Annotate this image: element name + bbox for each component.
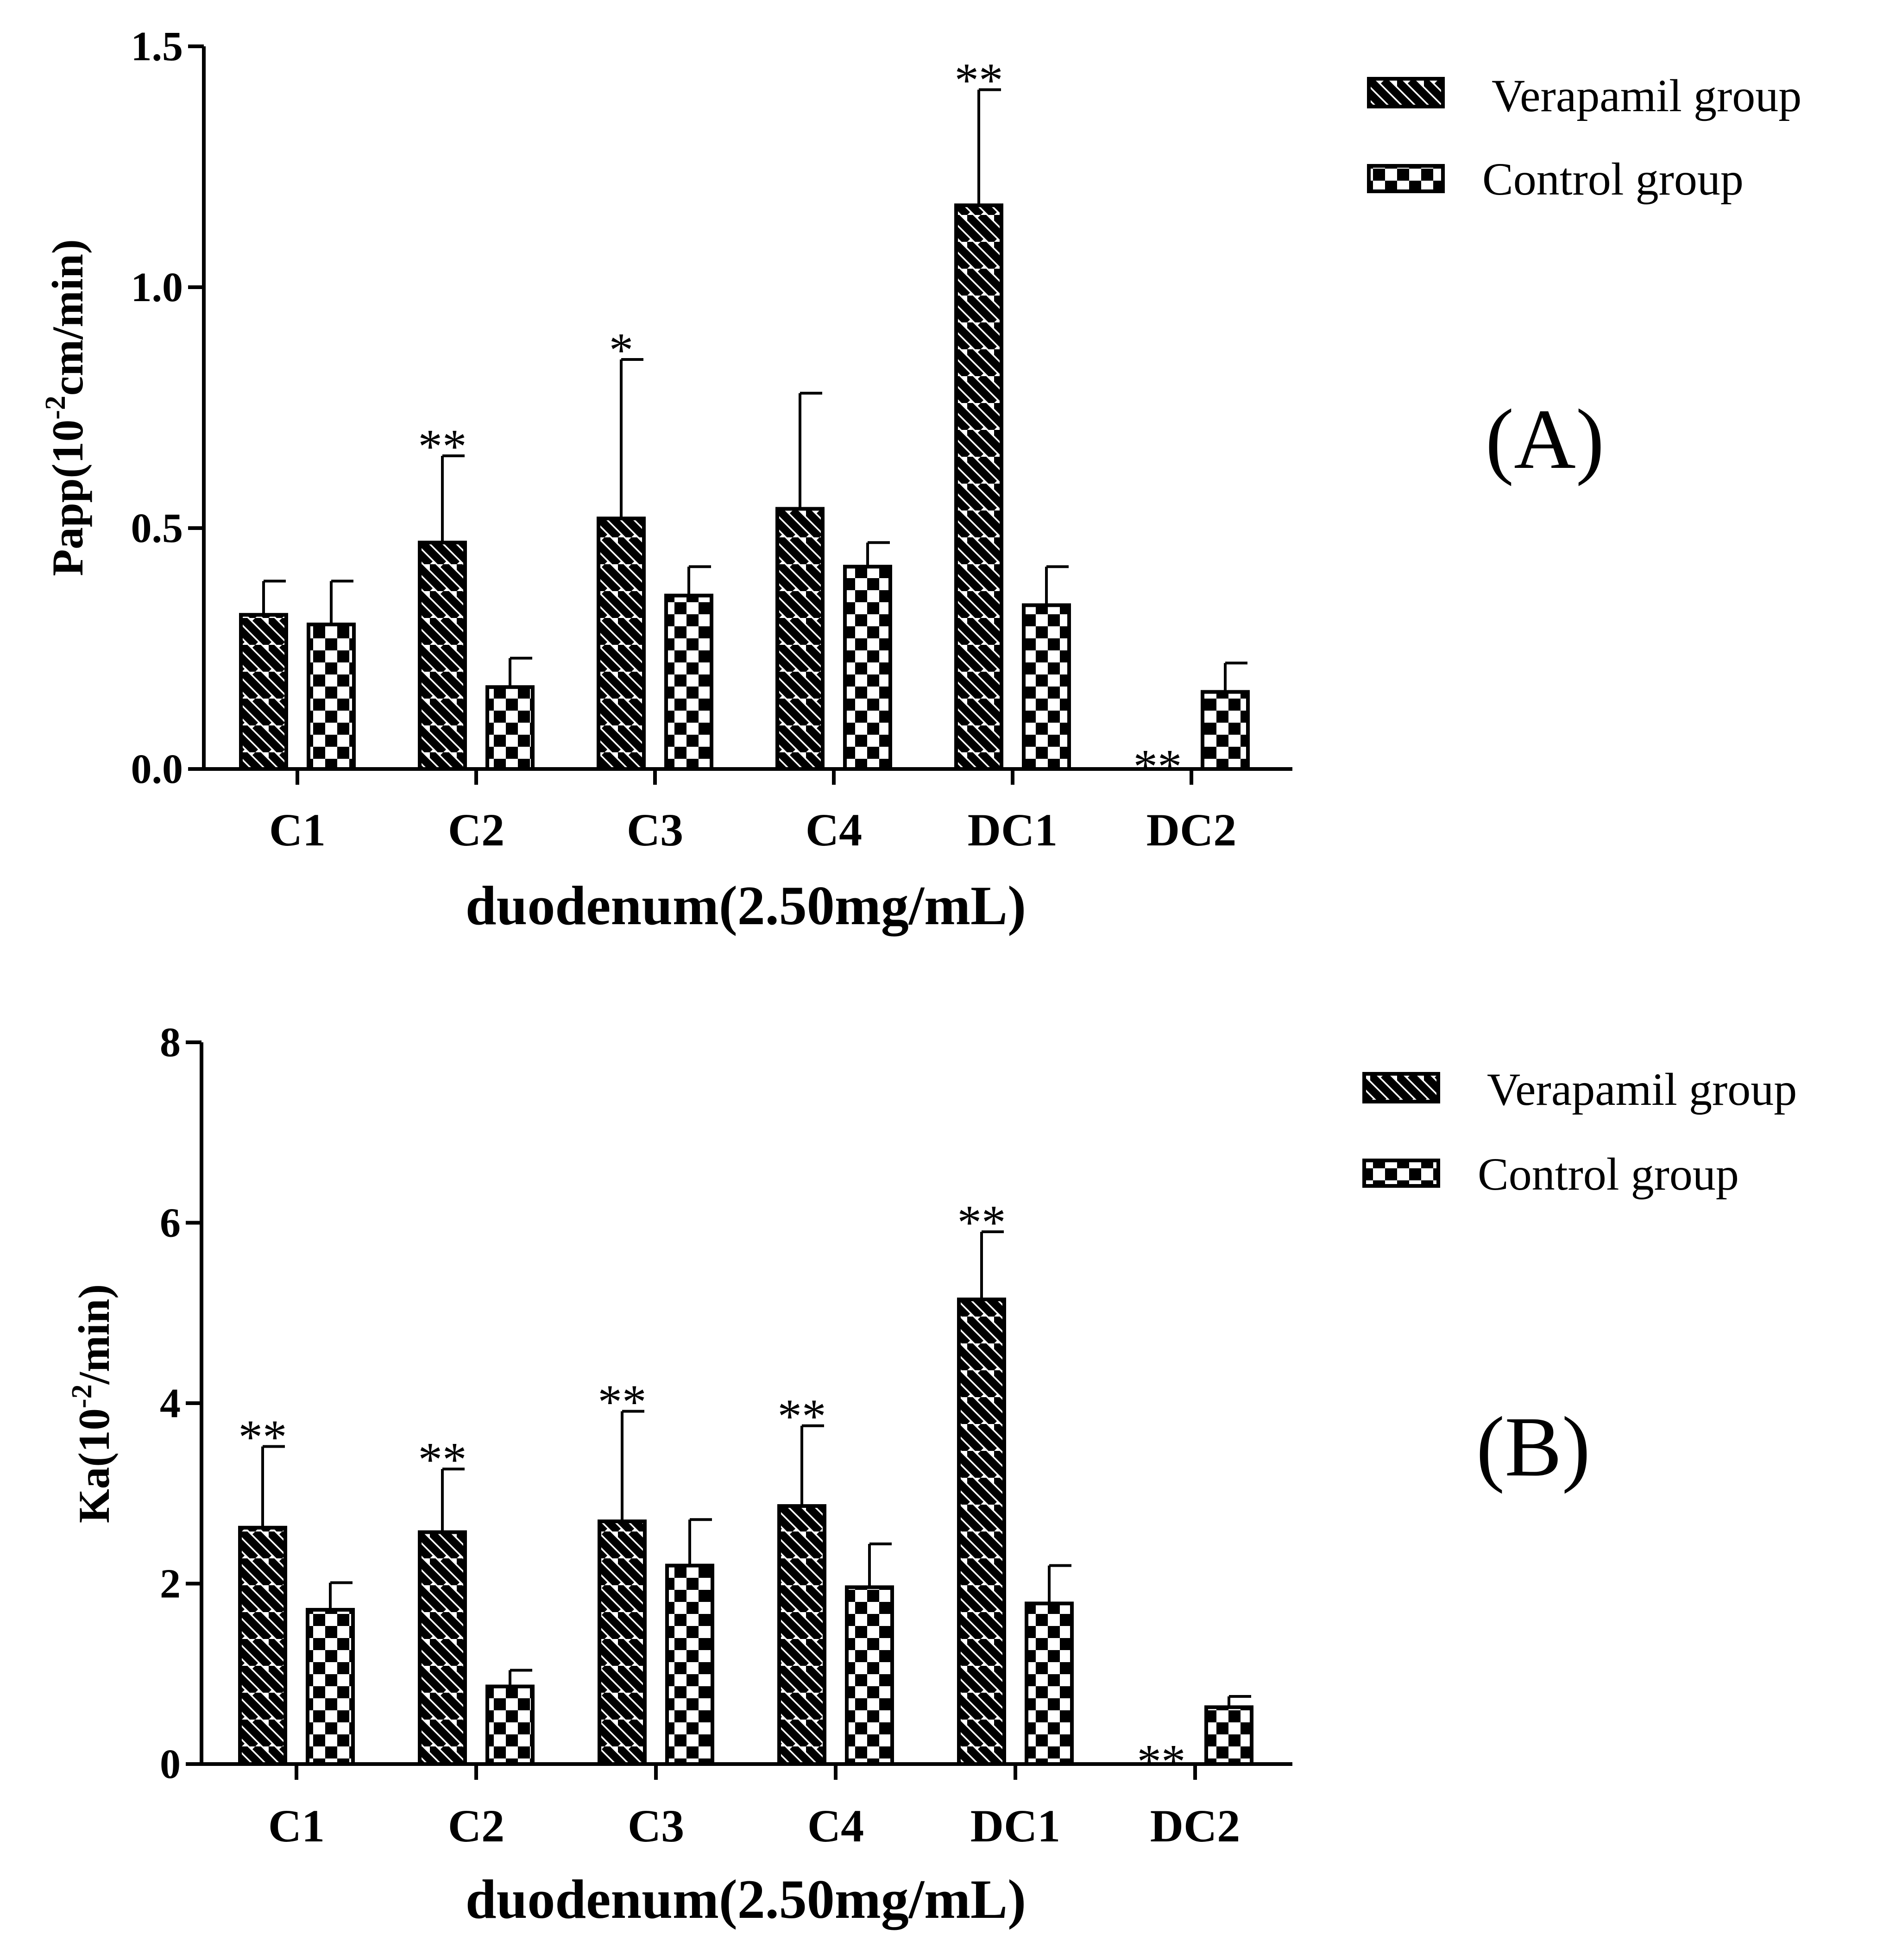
panel-a-legend-label-verapamil: Verapamil group xyxy=(1492,70,1801,121)
panel-b-category-label: C4 xyxy=(807,1800,864,1852)
panel-b-bar-control xyxy=(306,1607,355,1766)
panel-b-y-tick-label: 2 xyxy=(160,1561,181,1607)
panel-a-y-tick-label: 0.0 xyxy=(131,746,183,792)
panel-b-bar-control xyxy=(1204,1705,1253,1766)
panel-a-bar-verapamil xyxy=(418,541,467,771)
panel-a-bar-control xyxy=(664,593,713,771)
panel-a: 0.00.51.01.5C1 C2 C3 C4 DC1 DC2 ******* duode… xyxy=(40,24,1801,937)
panel-b-bar-verapamil xyxy=(598,1519,647,1766)
panel-b-y-tick-label: 6 xyxy=(160,1200,181,1246)
panel-b-axes: 0 2 4 6 8 C1 C2 C3 C4 DC1 DC2 xyxy=(160,1020,1292,1852)
panel-a-significance-marker: ** xyxy=(955,53,1003,107)
panel-b-legend: Verapamil group Control group xyxy=(1362,1064,1797,1200)
panel-a-legend: Verapamil group Control group xyxy=(1367,70,1801,205)
panel-a-bar-verapamil xyxy=(775,507,825,771)
panel-b-bar-control xyxy=(485,1684,535,1766)
panel-b-legend-label-control: Control group xyxy=(1478,1148,1739,1200)
panel-a-y-axis-title: Papp(10-2cm/min) xyxy=(40,239,92,576)
panel-a-category-label: C3 xyxy=(627,804,683,856)
panel-b-bar-verapamil xyxy=(777,1504,826,1766)
panel-a-significance-marker: ** xyxy=(1134,739,1182,794)
panel-b-y-tick-label: 4 xyxy=(160,1380,181,1426)
panel-a-category-label: C2 xyxy=(448,804,504,856)
panel-a-y-tick-label: 1.0 xyxy=(131,265,183,310)
panel-b-category-label: C3 xyxy=(628,1800,684,1852)
panel-a-y-tick-label: 1.5 xyxy=(131,24,183,69)
panel-b-y-tick-label: 8 xyxy=(160,1020,181,1065)
panel-b-bar-verapamil xyxy=(238,1525,287,1766)
panel-b-legend-swatch-control xyxy=(1362,1159,1440,1188)
panel-a-bars: ******* xyxy=(239,53,1250,794)
panel-b-category-label: DC1 xyxy=(970,1800,1060,1852)
panel-a-significance-marker: ** xyxy=(418,419,467,473)
panel-b-legend-swatch-verapamil xyxy=(1362,1072,1440,1103)
panel-b-category-label: C1 xyxy=(268,1800,325,1852)
panel-a-axes: 0.0 0.5 1.0 1.5 C1 C2 C3 C4 DC1 DC2 xyxy=(131,24,1292,856)
panel-b-significance-marker: ** xyxy=(957,1195,1006,1249)
panel-a-bar-verapamil xyxy=(954,203,1003,771)
panel-b-significance-marker: ** xyxy=(1137,1734,1186,1789)
panel-a-category-label: C1 xyxy=(269,804,326,856)
panel-b: 0 2 4 6 8 C1 C2 C3 C4 DC1 DC2 ** ** ** ** ** ** duodenu… xyxy=(66,1020,1797,1930)
panel-a-bar-control xyxy=(1201,690,1250,771)
panel-a-bar-control xyxy=(485,685,535,771)
panel-b-significance-marker: ** xyxy=(239,1410,287,1464)
panel-a-significance-marker: * xyxy=(609,323,634,377)
panel-a-category-label: DC1 xyxy=(968,804,1058,856)
panel-a-y-tick-label: 0.5 xyxy=(131,505,183,551)
panel-a-bar-control xyxy=(1022,603,1071,771)
panel-b-bars: ** ** ** ** ** ** xyxy=(238,1195,1253,1789)
panel-a-bar-verapamil xyxy=(239,613,288,771)
panel-b-significance-marker: ** xyxy=(418,1432,467,1487)
panel-b-bar-verapamil xyxy=(957,1298,1006,1766)
panel-b-y-tick-label: 0 xyxy=(160,1741,181,1787)
panel-a-category-label: DC2 xyxy=(1146,804,1236,856)
panel-b-category-label: DC2 xyxy=(1150,1800,1240,1852)
panel-b-bar-verapamil xyxy=(418,1530,467,1766)
panel-b-legend-label-verapamil: Verapamil group xyxy=(1487,1064,1797,1115)
panel-b-significance-marker: ** xyxy=(598,1375,647,1429)
panel-b-tag: (B) xyxy=(1476,1399,1591,1494)
panel-a-x-axis-title: duodenum(2.50mg/mL) xyxy=(466,875,1026,937)
panel-a-legend-swatch-control xyxy=(1367,164,1445,193)
panel-a-bar-control xyxy=(843,565,892,771)
panel-a-bar-verapamil xyxy=(597,517,646,771)
panel-a-category-label: C4 xyxy=(806,804,862,856)
panel-a-bar-control xyxy=(307,623,356,771)
panel-b-bar-control xyxy=(1025,1601,1074,1766)
panel-b-x-axis-title: duodenum(2.50mg/mL) xyxy=(466,1868,1026,1930)
panel-a-tag: (A) xyxy=(1486,392,1605,487)
panel-b-bar-control xyxy=(845,1585,894,1766)
panel-b-y-axis-title: Ka(10-2/min) xyxy=(66,1284,119,1523)
panel-a-legend-label-control: Control group xyxy=(1482,153,1744,205)
panel-b-category-label: C2 xyxy=(448,1800,504,1852)
panel-b-significance-marker: ** xyxy=(778,1389,826,1443)
panel-a-legend-swatch-verapamil xyxy=(1367,77,1445,108)
panel-b-bar-control xyxy=(665,1563,714,1766)
